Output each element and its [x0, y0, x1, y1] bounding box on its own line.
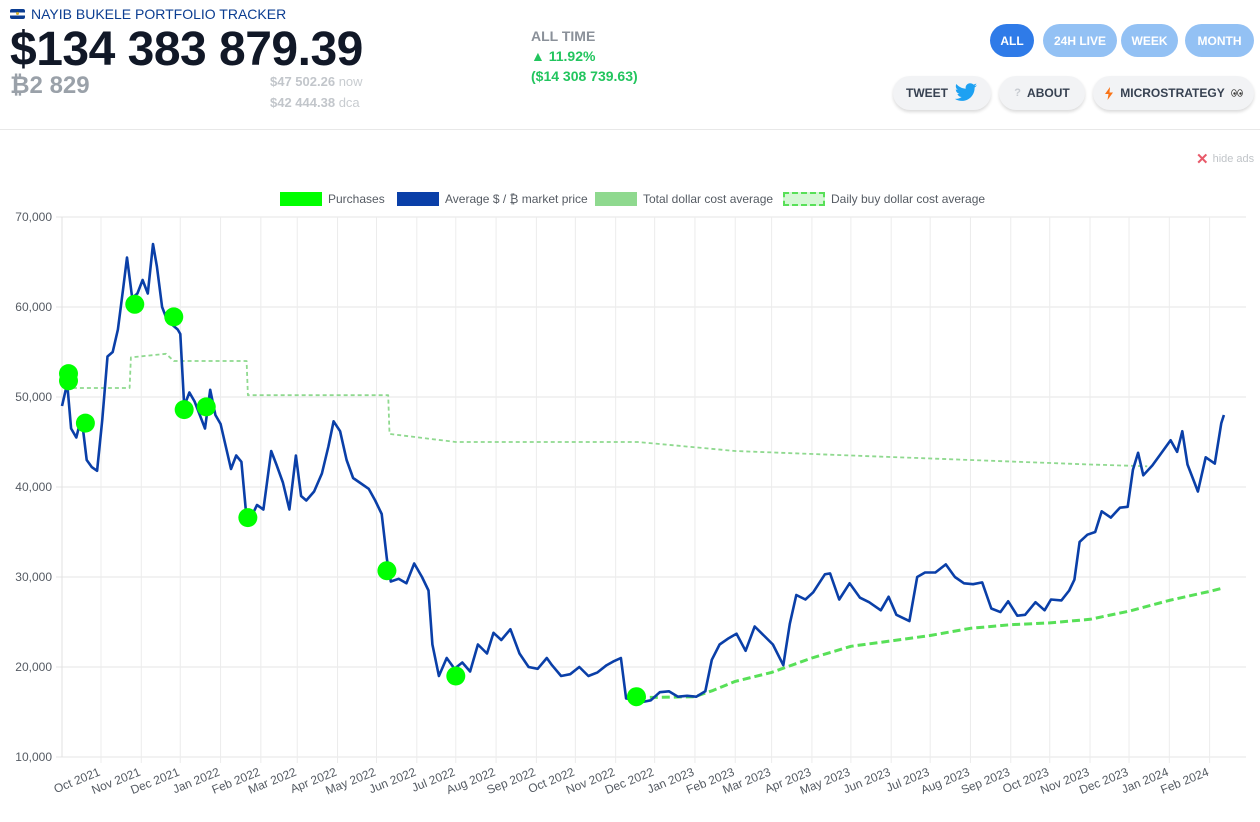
about-label: ABOUT	[1027, 86, 1070, 100]
price-now-row: $47 502.26 now	[270, 71, 363, 92]
y-tick-label: 30,000	[15, 570, 52, 584]
tweet-label: TWEET	[906, 86, 948, 100]
price-dca-row: $42 444.38 dca	[270, 92, 363, 113]
microstrategy-button[interactable]: MICROSTRATEGY	[1093, 76, 1254, 110]
chart-grid	[56, 216, 1246, 763]
legend-item-purchases[interactable]: Purchases	[280, 192, 385, 206]
tab-month[interactable]: MONTH	[1185, 24, 1254, 57]
price-chart: 10,000 20,000 30,000 40,000 50,000 60,000 70,0…	[15, 210, 1246, 798]
legend-item-daily-dca[interactable]: Daily buy dollar cost average	[783, 192, 985, 206]
market-price-line	[60, 242, 1226, 704]
all-time-percent: ▲ 11.92%	[531, 48, 596, 64]
legend-swatch-daily-dca	[783, 192, 825, 206]
legend-swatch-purchases	[280, 192, 322, 206]
tab-24h-live[interactable]: 24H LIVE	[1043, 24, 1117, 57]
y-tick-label: 40,000	[15, 480, 52, 494]
price-now: $47 502.26	[270, 74, 336, 89]
purchase-point	[446, 666, 466, 686]
brand-title: NAYIB BUKELE PORTFOLIO TRACKER	[31, 6, 287, 22]
purchase-markers	[58, 294, 646, 707]
legend-label-daily-dca: Daily buy dollar cost average	[831, 192, 986, 206]
legend-swatch-total-dca	[595, 192, 637, 206]
price-dca: $42 444.38	[270, 95, 336, 110]
y-tick-label: 60,000	[15, 300, 52, 314]
y-tick-label: 20,000	[15, 660, 52, 674]
daily-dca-line	[637, 586, 1225, 700]
lightning-icon	[1105, 86, 1114, 100]
legend-label-purchases: Purchases	[328, 192, 385, 206]
btc-holdings: ₿2 829	[10, 72, 90, 99]
about-button[interactable]: ? ABOUT	[999, 76, 1085, 110]
legend-swatch-market-price	[397, 192, 439, 206]
question-icon: ?	[1014, 87, 1022, 99]
hide-ads-link[interactable]: ✕ hide ads	[1196, 150, 1254, 168]
el-salvador-flag-icon	[10, 9, 25, 19]
tab-all[interactable]: ALL	[990, 24, 1034, 57]
legend-label-market-price: Average $ / ₿ market price	[445, 192, 588, 206]
twitter-bird-icon	[954, 83, 977, 101]
y-axis: 10,000 20,000 30,000 40,000 50,000 60,000 70,0…	[15, 210, 52, 764]
hide-ads-label: hide ads	[1212, 153, 1255, 165]
purchase-point	[174, 400, 194, 420]
microstrategy-label: MICROSTRATEGY	[1120, 86, 1225, 100]
purchase-point	[164, 307, 184, 327]
brand[interactable]: NAYIB BUKELE PORTFOLIO TRACKER	[10, 6, 286, 22]
total-dca-line	[65, 352, 1148, 468]
price-summary: $47 502.26 now $42 444.38 dca	[270, 71, 363, 113]
purchase-point	[238, 508, 258, 528]
tab-week[interactable]: WEEK	[1121, 24, 1178, 57]
chart-series	[60, 242, 1226, 704]
purchase-point	[75, 413, 95, 433]
legend-item-market-price[interactable]: Average $ / ₿ market price	[397, 192, 588, 206]
purchase-point	[196, 397, 216, 417]
all-time-performance: ALL TIME ▲ 11.92% ($14 308 739.63)	[531, 26, 638, 86]
y-tick-label: 70,000	[15, 210, 52, 224]
purchase-point	[58, 371, 78, 391]
price-now-label: now	[338, 74, 363, 89]
tweet-button[interactable]: TWEET	[893, 76, 991, 110]
y-tick-label: 50,000	[15, 390, 52, 404]
purchase-point	[377, 561, 397, 581]
header: NAYIB BUKELE PORTFOLIO TRACKER $134 383 …	[0, 0, 1260, 130]
purchase-point	[125, 294, 145, 314]
legend-item-total-dca[interactable]: Total dollar cost average	[595, 192, 773, 206]
all-time-label: ALL TIME	[531, 28, 596, 44]
portfolio-total-value: $134 383 879.39	[10, 23, 363, 76]
purchase-point	[626, 687, 646, 707]
y-tick-label: 10,000	[15, 750, 52, 764]
close-icon: ✕	[1196, 151, 1209, 168]
price-dca-label: dca	[338, 95, 360, 110]
legend-label-total-dca: Total dollar cost average	[643, 192, 774, 206]
eyes-icon	[1230, 89, 1243, 97]
all-time-gain: ($14 308 739.63)	[531, 68, 638, 84]
chart-legend: Purchases Average $ / ₿ market price Tot…	[0, 192, 1260, 212]
